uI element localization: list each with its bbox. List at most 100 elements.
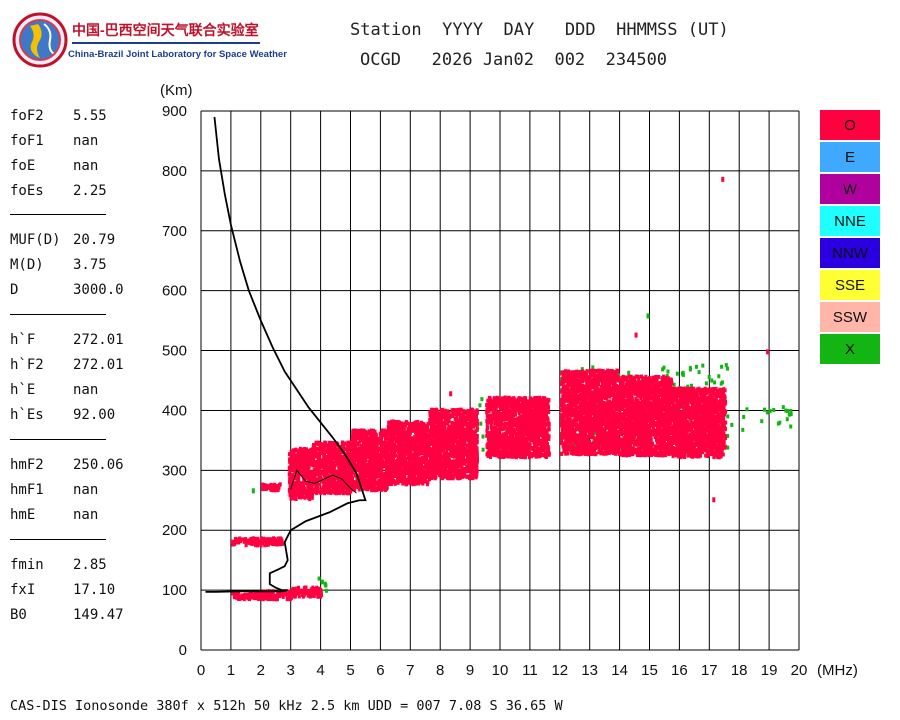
o-trace-point bbox=[402, 464, 406, 469]
o-trace-point bbox=[370, 469, 374, 474]
o-trace-point bbox=[294, 454, 298, 459]
o-trace-point bbox=[292, 483, 296, 488]
o-trace-point bbox=[379, 471, 383, 476]
o-trace-point bbox=[297, 591, 301, 596]
o-trace-point bbox=[458, 417, 462, 422]
param-label: h`F2 bbox=[10, 357, 44, 373]
x-trace-point bbox=[686, 384, 690, 389]
o-trace-point bbox=[271, 591, 275, 596]
o-trace-point bbox=[339, 481, 343, 486]
x-tick-label: 18 bbox=[731, 662, 748, 679]
o-trace-point bbox=[436, 451, 440, 456]
o-trace-point bbox=[265, 593, 269, 598]
o-trace-point bbox=[308, 484, 312, 489]
o-trace-point bbox=[424, 437, 428, 442]
x-axis-unit-label: (MHz) bbox=[817, 662, 858, 679]
o-trace-point bbox=[323, 462, 327, 467]
o-trace-point bbox=[351, 468, 355, 473]
o-trace-point bbox=[344, 456, 348, 461]
o-trace-point bbox=[310, 587, 314, 592]
o-trace-point bbox=[405, 421, 409, 426]
o-trace-point bbox=[447, 410, 451, 415]
o-trace-point bbox=[433, 476, 437, 481]
o-trace-point bbox=[360, 462, 364, 467]
o-trace-point bbox=[348, 458, 352, 463]
param-label: B0 bbox=[10, 607, 27, 623]
o-trace-point bbox=[476, 458, 480, 463]
o-trace-point bbox=[438, 424, 442, 429]
o-trace-point bbox=[340, 472, 344, 477]
o-trace-point bbox=[358, 451, 362, 456]
o-trace-point bbox=[304, 450, 308, 455]
o-trace-point bbox=[291, 472, 295, 477]
o-trace-point bbox=[402, 422, 406, 427]
o-trace-point bbox=[455, 418, 459, 423]
o-trace-point bbox=[361, 480, 365, 485]
o-trace-point bbox=[386, 449, 390, 454]
o-trace-point bbox=[407, 438, 411, 443]
o-trace-point bbox=[263, 486, 267, 491]
o-trace-point bbox=[400, 463, 404, 468]
o-trace-point bbox=[433, 435, 437, 440]
o-trace-point bbox=[388, 444, 392, 449]
o-trace-point bbox=[430, 429, 434, 434]
o-trace-point bbox=[367, 468, 371, 473]
o-trace-point bbox=[254, 592, 258, 597]
o-trace-point bbox=[415, 449, 419, 454]
o-trace-point bbox=[395, 480, 399, 485]
x-trace-point bbox=[785, 417, 789, 422]
o-trace-point bbox=[489, 432, 493, 437]
x-tick-label: 0 bbox=[197, 662, 205, 679]
o-trace-point bbox=[411, 425, 415, 430]
o-trace-point bbox=[261, 487, 265, 492]
o-trace-point bbox=[301, 474, 305, 479]
o-trace-point bbox=[324, 470, 328, 475]
o-trace-point bbox=[292, 451, 296, 456]
o-trace-point bbox=[421, 431, 425, 436]
o-trace-point bbox=[334, 487, 338, 492]
o-trace-point bbox=[415, 447, 419, 452]
o-trace-point bbox=[426, 425, 430, 430]
o-trace-point bbox=[296, 469, 300, 474]
x-tick-label: 5 bbox=[346, 662, 354, 679]
o-trace-point bbox=[291, 465, 295, 470]
o-trace-point bbox=[306, 460, 310, 465]
o-trace-point bbox=[345, 448, 349, 453]
o-trace-point bbox=[376, 472, 380, 477]
o-trace-point bbox=[435, 435, 439, 440]
o-trace-point bbox=[263, 538, 267, 543]
o-trace-point bbox=[397, 465, 401, 470]
o-trace-point bbox=[332, 482, 336, 487]
o-trace-point bbox=[404, 447, 408, 452]
o-trace-point bbox=[318, 482, 322, 487]
o-trace-point bbox=[419, 436, 423, 441]
o-trace-point bbox=[338, 447, 342, 452]
o-trace-point bbox=[377, 468, 381, 473]
o-trace-point bbox=[368, 457, 372, 462]
o-trace-point bbox=[242, 594, 246, 599]
o-trace-point bbox=[442, 415, 446, 420]
o-trace-point bbox=[420, 433, 424, 438]
o-trace-point bbox=[254, 542, 258, 547]
o-trace-point bbox=[387, 437, 391, 442]
o-trace-point bbox=[252, 595, 256, 600]
o-trace-point bbox=[457, 407, 461, 412]
o-trace-point bbox=[274, 484, 278, 489]
o-trace-point bbox=[343, 447, 347, 452]
o-trace-point bbox=[370, 445, 374, 450]
o-trace-point bbox=[471, 420, 475, 425]
o-trace-point bbox=[288, 480, 292, 485]
o-trace-point bbox=[277, 484, 281, 489]
x-trace-point bbox=[789, 408, 793, 413]
param-label: foF2 bbox=[10, 108, 44, 124]
o-trace-point bbox=[527, 409, 531, 414]
o-trace-point bbox=[309, 592, 313, 597]
o-trace-point bbox=[231, 542, 235, 547]
o-trace-point bbox=[309, 462, 313, 467]
x-trace-point bbox=[713, 380, 717, 385]
o-trace-point bbox=[334, 441, 338, 446]
o-trace-point bbox=[473, 465, 477, 470]
o-trace-point bbox=[307, 477, 311, 482]
param-label: fmin bbox=[10, 557, 44, 573]
param-value: nan bbox=[73, 133, 99, 149]
